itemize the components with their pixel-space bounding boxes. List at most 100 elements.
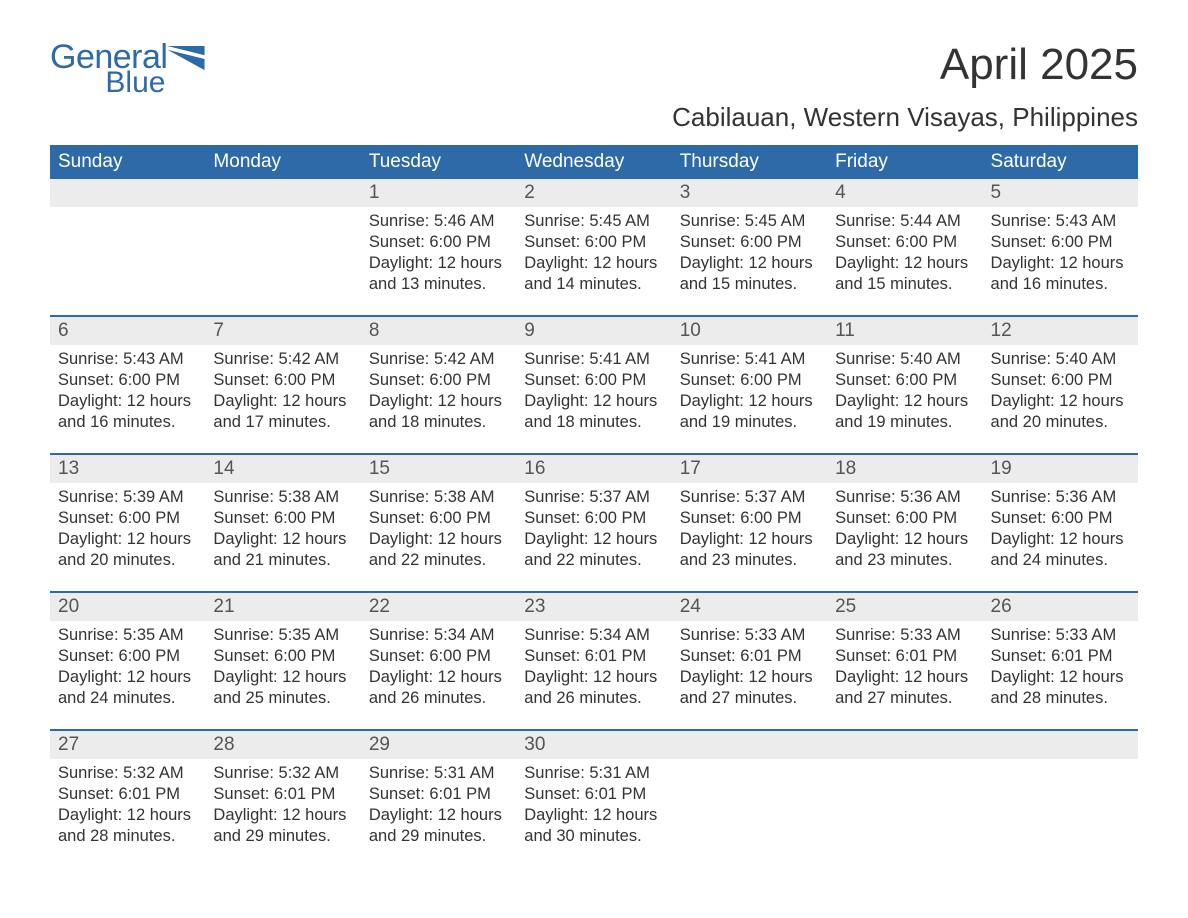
day-number: 4 [827, 179, 982, 207]
day-info-line: Sunrise: 5:33 AM [991, 625, 1130, 646]
day-cell: Sunrise: 5:38 AMSunset: 6:00 PMDaylight:… [205, 483, 360, 591]
day-cell [983, 759, 1138, 867]
day-number-row: 6789101112 [50, 315, 1138, 345]
day-info-line: Sunrise: 5:41 AM [680, 349, 819, 370]
day-number: 21 [205, 593, 360, 621]
day-info-line: Sunset: 6:00 PM [991, 370, 1130, 391]
day-number: 11 [827, 317, 982, 345]
day-info-line: Sunrise: 5:35 AM [58, 625, 197, 646]
day-info-line: Daylight: 12 hours and 19 minutes. [680, 391, 819, 433]
weekday-header-cell: Wednesday [516, 145, 671, 179]
day-number: 3 [672, 179, 827, 207]
day-number: 22 [361, 593, 516, 621]
day-info-line: Sunrise: 5:34 AM [369, 625, 508, 646]
day-info-line: Sunrise: 5:32 AM [58, 763, 197, 784]
day-info-line: Daylight: 12 hours and 29 minutes. [213, 805, 352, 847]
day-cell: Sunrise: 5:35 AMSunset: 6:00 PMDaylight:… [50, 621, 205, 729]
day-cell: Sunrise: 5:33 AMSunset: 6:01 PMDaylight:… [672, 621, 827, 729]
day-info-line: Sunset: 6:01 PM [213, 784, 352, 805]
calendar-grid: SundayMondayTuesdayWednesdayThursdayFrid… [50, 145, 1138, 867]
day-info-line: Sunrise: 5:31 AM [369, 763, 508, 784]
day-info-line: Daylight: 12 hours and 13 minutes. [369, 253, 508, 295]
day-number: 28 [205, 731, 360, 759]
day-cell: Sunrise: 5:31 AMSunset: 6:01 PMDaylight:… [516, 759, 671, 867]
day-cell: Sunrise: 5:34 AMSunset: 6:00 PMDaylight:… [361, 621, 516, 729]
day-cell [672, 759, 827, 867]
day-info-line: Sunset: 6:01 PM [524, 784, 663, 805]
day-cell: Sunrise: 5:37 AMSunset: 6:00 PMDaylight:… [516, 483, 671, 591]
day-info-line: Sunset: 6:00 PM [58, 508, 197, 529]
day-info-line: Sunrise: 5:43 AM [991, 211, 1130, 232]
day-number [672, 731, 827, 759]
day-number-row: 12345 [50, 179, 1138, 207]
week-row: 20212223242526Sunrise: 5:35 AMSunset: 6:… [50, 591, 1138, 729]
brand-text: General Blue [50, 40, 167, 98]
day-cell: Sunrise: 5:44 AMSunset: 6:00 PMDaylight:… [827, 207, 982, 315]
day-info-line: Sunrise: 5:37 AM [524, 487, 663, 508]
day-content-row: Sunrise: 5:32 AMSunset: 6:01 PMDaylight:… [50, 759, 1138, 867]
day-info-line: Daylight: 12 hours and 25 minutes. [213, 667, 352, 709]
day-cell: Sunrise: 5:37 AMSunset: 6:00 PMDaylight:… [672, 483, 827, 591]
day-info-line: Sunset: 6:00 PM [680, 232, 819, 253]
day-info-line: Sunset: 6:00 PM [991, 508, 1130, 529]
day-cell: Sunrise: 5:38 AMSunset: 6:00 PMDaylight:… [361, 483, 516, 591]
day-info-line: Sunrise: 5:31 AM [524, 763, 663, 784]
day-info-line: Sunrise: 5:33 AM [680, 625, 819, 646]
day-info-line: Daylight: 12 hours and 17 minutes. [213, 391, 352, 433]
day-cell: Sunrise: 5:40 AMSunset: 6:00 PMDaylight:… [827, 345, 982, 453]
day-info-line: Daylight: 12 hours and 15 minutes. [680, 253, 819, 295]
day-number: 8 [361, 317, 516, 345]
day-info-line: Sunset: 6:01 PM [369, 784, 508, 805]
day-number: 24 [672, 593, 827, 621]
day-cell [50, 207, 205, 315]
day-info-line: Sunrise: 5:42 AM [369, 349, 508, 370]
day-info-line: Sunrise: 5:42 AM [213, 349, 352, 370]
day-info-line: Daylight: 12 hours and 14 minutes. [524, 253, 663, 295]
day-info-line: Sunrise: 5:45 AM [524, 211, 663, 232]
brand-word-2: Blue [105, 68, 165, 98]
day-cell: Sunrise: 5:39 AMSunset: 6:00 PMDaylight:… [50, 483, 205, 591]
day-info-line: Sunrise: 5:46 AM [369, 211, 508, 232]
day-info-line: Daylight: 12 hours and 18 minutes. [369, 391, 508, 433]
day-info-line: Sunrise: 5:40 AM [835, 349, 974, 370]
day-cell: Sunrise: 5:33 AMSunset: 6:01 PMDaylight:… [827, 621, 982, 729]
day-info-line: Daylight: 12 hours and 24 minutes. [991, 529, 1130, 571]
day-number: 6 [50, 317, 205, 345]
day-number: 23 [516, 593, 671, 621]
day-number: 14 [205, 455, 360, 483]
weekday-header-cell: Friday [827, 145, 982, 179]
day-info-line: Daylight: 12 hours and 22 minutes. [524, 529, 663, 571]
day-info-line: Sunset: 6:00 PM [369, 370, 508, 391]
weekday-header-cell: Saturday [983, 145, 1138, 179]
day-cell: Sunrise: 5:41 AMSunset: 6:00 PMDaylight:… [672, 345, 827, 453]
day-number: 9 [516, 317, 671, 345]
day-info-line: Daylight: 12 hours and 29 minutes. [369, 805, 508, 847]
day-info-line: Sunset: 6:00 PM [680, 508, 819, 529]
day-number: 13 [50, 455, 205, 483]
day-number-row: 13141516171819 [50, 453, 1138, 483]
day-info-line: Sunset: 6:00 PM [213, 508, 352, 529]
day-info-line: Sunset: 6:00 PM [524, 232, 663, 253]
day-info-line: Sunset: 6:00 PM [835, 232, 974, 253]
day-info-line: Sunset: 6:00 PM [213, 370, 352, 391]
page-title: April 2025 [940, 40, 1138, 90]
day-info-line: Sunrise: 5:36 AM [835, 487, 974, 508]
day-info-line: Daylight: 12 hours and 16 minutes. [58, 391, 197, 433]
day-info-line: Daylight: 12 hours and 18 minutes. [524, 391, 663, 433]
day-info-line: Sunset: 6:00 PM [991, 232, 1130, 253]
day-cell: Sunrise: 5:36 AMSunset: 6:00 PMDaylight:… [983, 483, 1138, 591]
day-info-line: Sunrise: 5:32 AM [213, 763, 352, 784]
weekday-header-cell: Sunday [50, 145, 205, 179]
day-cell: Sunrise: 5:45 AMSunset: 6:00 PMDaylight:… [672, 207, 827, 315]
day-cell [205, 207, 360, 315]
day-number [205, 179, 360, 207]
day-cell: Sunrise: 5:33 AMSunset: 6:01 PMDaylight:… [983, 621, 1138, 729]
day-info-line: Daylight: 12 hours and 26 minutes. [524, 667, 663, 709]
day-info-line: Daylight: 12 hours and 20 minutes. [58, 529, 197, 571]
day-content-row: Sunrise: 5:46 AMSunset: 6:00 PMDaylight:… [50, 207, 1138, 315]
brand-logo: General Blue [50, 40, 205, 98]
weekday-header-cell: Thursday [672, 145, 827, 179]
location-subtitle: Cabilauan, Western Visayas, Philippines [50, 102, 1138, 133]
weeks-container: 12345Sunrise: 5:46 AMSunset: 6:00 PMDayl… [50, 179, 1138, 867]
day-info-line: Daylight: 12 hours and 19 minutes. [835, 391, 974, 433]
